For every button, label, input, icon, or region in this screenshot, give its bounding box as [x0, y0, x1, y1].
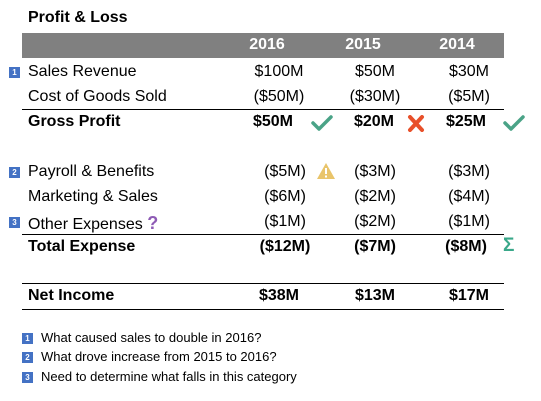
- note-badge: 3: [9, 217, 20, 228]
- row-label: Marketing & Sales: [28, 188, 158, 205]
- cross-icon: [408, 115, 424, 132]
- value-2016: ($50M): [253, 88, 305, 105]
- value-2015: $50M: [354, 63, 396, 80]
- note-text: What caused sales to double in 2016?: [41, 330, 262, 345]
- year-2015-header: 2015: [345, 36, 381, 53]
- year-header-bar: 2016 2015 2014: [22, 33, 504, 58]
- row-label-text: Other Expenses: [28, 216, 143, 233]
- value-2015: ($30M): [349, 88, 401, 105]
- value-2016: ($12M): [259, 238, 311, 255]
- year-2014-header: 2014: [439, 36, 475, 53]
- marketing-row: Marketing & Sales ($6M) ($2M) ($4M): [0, 185, 541, 210]
- value-2015: $20M: [353, 113, 395, 130]
- sales-revenue-row: 1 Sales Revenue $100M $50M $30M: [0, 60, 541, 85]
- row-label: Net Income: [28, 287, 115, 304]
- divider: [22, 309, 504, 310]
- value-2014: ($5M): [448, 88, 490, 105]
- value-2014: ($1M): [448, 213, 490, 230]
- sigma-icon: Σ: [503, 235, 515, 256]
- value-2016: $50M: [252, 113, 294, 130]
- value-2015: ($3M): [354, 163, 396, 180]
- row-label: Sales Revenue: [28, 63, 137, 80]
- divider: [22, 283, 504, 284]
- value-2016: ($6M): [264, 188, 306, 205]
- page-title: Profit & Loss: [28, 9, 128, 26]
- row-label: Cost of Goods Sold: [28, 88, 167, 105]
- year-2016-header: 2016: [249, 36, 285, 53]
- value-2014: $25M: [445, 113, 487, 130]
- row-label: Total Expense: [28, 238, 136, 255]
- value-2016: $38M: [258, 287, 300, 304]
- note-badge: 2: [9, 167, 20, 178]
- note-badge: 1: [9, 67, 20, 78]
- divider: [22, 109, 504, 110]
- cogs-row: Cost of Goods Sold ($50M) ($30M) ($5M): [0, 85, 541, 110]
- note-badge: 3: [22, 372, 33, 383]
- row-label: Gross Profit: [28, 113, 121, 130]
- note-badge: 2: [22, 352, 33, 363]
- value-2014: ($4M): [448, 188, 490, 205]
- note-badge: 1: [22, 333, 33, 344]
- value-2016: ($5M): [264, 163, 306, 180]
- value-2015: ($7M): [354, 238, 396, 255]
- question-icon: ?: [147, 213, 159, 233]
- net-income-row: Net Income $38M $13M $17M: [0, 284, 541, 309]
- value-2015: $13M: [354, 287, 396, 304]
- row-label: Other Expenses ?: [28, 213, 158, 234]
- payroll-row: 2 Payroll & Benefits ($5M) ($3M) ($3M): [0, 160, 541, 185]
- value-2016: ($1M): [264, 213, 306, 230]
- warning-icon: [317, 163, 335, 179]
- value-2014: $17M: [448, 287, 490, 304]
- value-2015: ($2M): [354, 213, 396, 230]
- value-2014: ($3M): [448, 163, 490, 180]
- gross-profit-row: Gross Profit $50M $20M $25M: [0, 110, 541, 135]
- check-icon: [311, 115, 333, 131]
- row-label: Payroll & Benefits: [28, 163, 155, 180]
- note-text: Need to determine what falls in this cat…: [41, 369, 297, 384]
- value-2014: ($8M): [445, 238, 487, 255]
- divider: [22, 234, 504, 235]
- value-2016: $100M: [254, 63, 304, 80]
- total-expense-row: Total Expense ($12M) ($7M) ($8M) Σ: [0, 235, 541, 260]
- check-icon: [503, 115, 525, 131]
- note-text: What drove increase from 2015 to 2016?: [41, 349, 277, 364]
- value-2015: ($2M): [354, 188, 396, 205]
- value-2014: $30M: [448, 63, 490, 80]
- other-expenses-row: 3 Other Expenses ? ($1M) ($2M) ($1M): [0, 210, 541, 235]
